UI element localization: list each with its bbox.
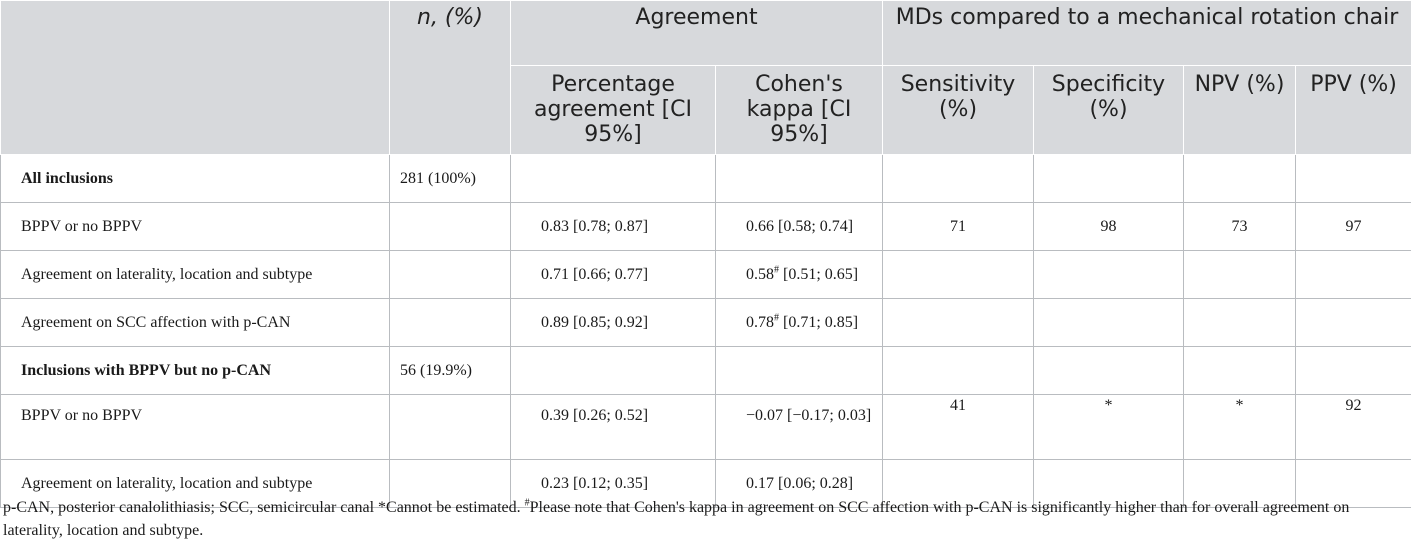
row-ppv: 92 (1294, 394, 1411, 460)
header-percentage-agreement: Percentage agreement [CI 95%] (510, 65, 716, 155)
table-row: All inclusions 281 (100%) (0, 154, 1411, 203)
row-n (389, 298, 511, 347)
table-row: Inclusions with BPPV but no p-CAN 56 (19… (0, 346, 1411, 395)
row-label: All inclusions (0, 154, 390, 203)
kappa-ci: [0.51; 0.65] (779, 265, 859, 283)
row-npv: 73 (1183, 202, 1296, 251)
row-npv (1183, 250, 1296, 299)
table-row: Agreement on laterality, location and su… (0, 459, 1411, 508)
row-sensitivity (882, 459, 1034, 508)
row-sensitivity (882, 346, 1034, 395)
table-row: BPPV or no BPPV 0.83 [0.78; 0.87] 0.66 [… (0, 202, 1411, 251)
header-blank (0, 0, 390, 155)
hash-footnote-marker: # (524, 497, 530, 509)
row-specificity (1033, 298, 1184, 347)
row-label: Inclusions with BPPV but no p-CAN (0, 346, 390, 395)
row-sensitivity: 41 (882, 394, 1034, 460)
row-kappa: 0.66 [0.58; 0.74] (715, 202, 883, 251)
row-specificity (1033, 346, 1184, 395)
header-n-percent: n, (%) (389, 0, 511, 155)
row-n (389, 202, 511, 251)
row-npv (1183, 298, 1296, 347)
row-specificity (1033, 250, 1184, 299)
header-specificity: Specificity (%) (1033, 65, 1184, 155)
row-specificity: * (1033, 394, 1184, 460)
row-n (389, 394, 511, 460)
header-agreement: Agreement (510, 0, 883, 66)
row-ppv (1294, 459, 1411, 508)
row-kappa: 0.58# [0.51; 0.65] (715, 250, 883, 299)
kappa-value: 0.58 (746, 265, 774, 283)
header-n-percent-text: n, (%) (417, 5, 483, 30)
header-cohens-kappa: Cohen's kappa [CI 95%] (715, 65, 883, 155)
row-pct-agreement: 0.23 [0.12; 0.35] (510, 459, 716, 508)
row-sensitivity (882, 298, 1034, 347)
row-specificity (1033, 459, 1184, 508)
row-n: 281 (100%) (389, 154, 511, 203)
hash-footnote-marker: # (774, 312, 779, 324)
row-kappa: 0.78# [0.71; 0.85] (715, 298, 883, 347)
row-pct-agreement: 0.83 [0.78; 0.87] (510, 202, 716, 251)
kappa-value: 0.78 (746, 313, 774, 331)
row-n (389, 250, 511, 299)
row-ppv (1294, 154, 1411, 203)
row-ppv (1294, 298, 1411, 347)
hash-footnote-marker: # (774, 264, 779, 276)
row-ppv: 97 (1294, 202, 1411, 251)
row-pct-agreement (510, 346, 716, 395)
row-npv (1183, 459, 1296, 508)
row-specificity (1033, 154, 1184, 203)
footnote-abbreviations: p-CAN, posterior canalolithiasis; SCC, s… (3, 499, 525, 516)
table-row: Agreement on SCC affection with p-CAN 0.… (0, 298, 1411, 347)
row-npv (1183, 346, 1296, 395)
row-label: BPPV or no BPPV (0, 394, 390, 460)
results-table: n, (%) Agreement MDs compared to a mecha… (0, 0, 1411, 508)
row-label: Agreement on laterality, location and su… (0, 459, 390, 508)
row-specificity: 98 (1033, 202, 1184, 251)
row-ppv (1294, 250, 1411, 299)
row-kappa (715, 346, 883, 395)
row-n: 56 (19.9%) (389, 346, 511, 395)
row-pct-agreement: 0.89 [0.85; 0.92] (510, 298, 716, 347)
row-sensitivity (882, 154, 1034, 203)
row-npv: * (1183, 394, 1296, 460)
row-n (389, 459, 511, 508)
kappa-ci: [0.71; 0.85] (779, 313, 859, 331)
row-sensitivity (882, 250, 1034, 299)
row-npv (1183, 154, 1296, 203)
table-row: Agreement on laterality, location and su… (0, 250, 1411, 299)
row-label: Agreement on SCC affection with p-CAN (0, 298, 390, 347)
row-label: Agreement on laterality, location and su… (0, 250, 390, 299)
header-mds: MDs compared to a mechanical rotation ch… (881, 0, 1411, 66)
row-label: BPPV or no BPPV (0, 202, 390, 251)
row-kappa: −0.07 [−0.17; 0.03] (715, 394, 883, 460)
header-npv: NPV (%) (1183, 65, 1296, 155)
table-footnote: p-CAN, posterior canalolithiasis; SCC, s… (3, 496, 1408, 542)
header-ppv: PPV (%) (1294, 65, 1411, 155)
header-sensitivity: Sensitivity (%) (882, 65, 1034, 155)
row-pct-agreement: 0.71 [0.66; 0.77] (510, 250, 716, 299)
row-pct-agreement (510, 154, 716, 203)
row-ppv (1294, 346, 1411, 395)
row-sensitivity: 71 (882, 202, 1034, 251)
table-row: BPPV or no BPPV 0.39 [0.26; 0.52] −0.07 … (0, 394, 1411, 460)
row-kappa (715, 154, 883, 203)
footnote-note: Please note that Cohen's kappa in agreem… (3, 499, 1350, 539)
row-pct-agreement: 0.39 [0.26; 0.52] (510, 394, 716, 460)
